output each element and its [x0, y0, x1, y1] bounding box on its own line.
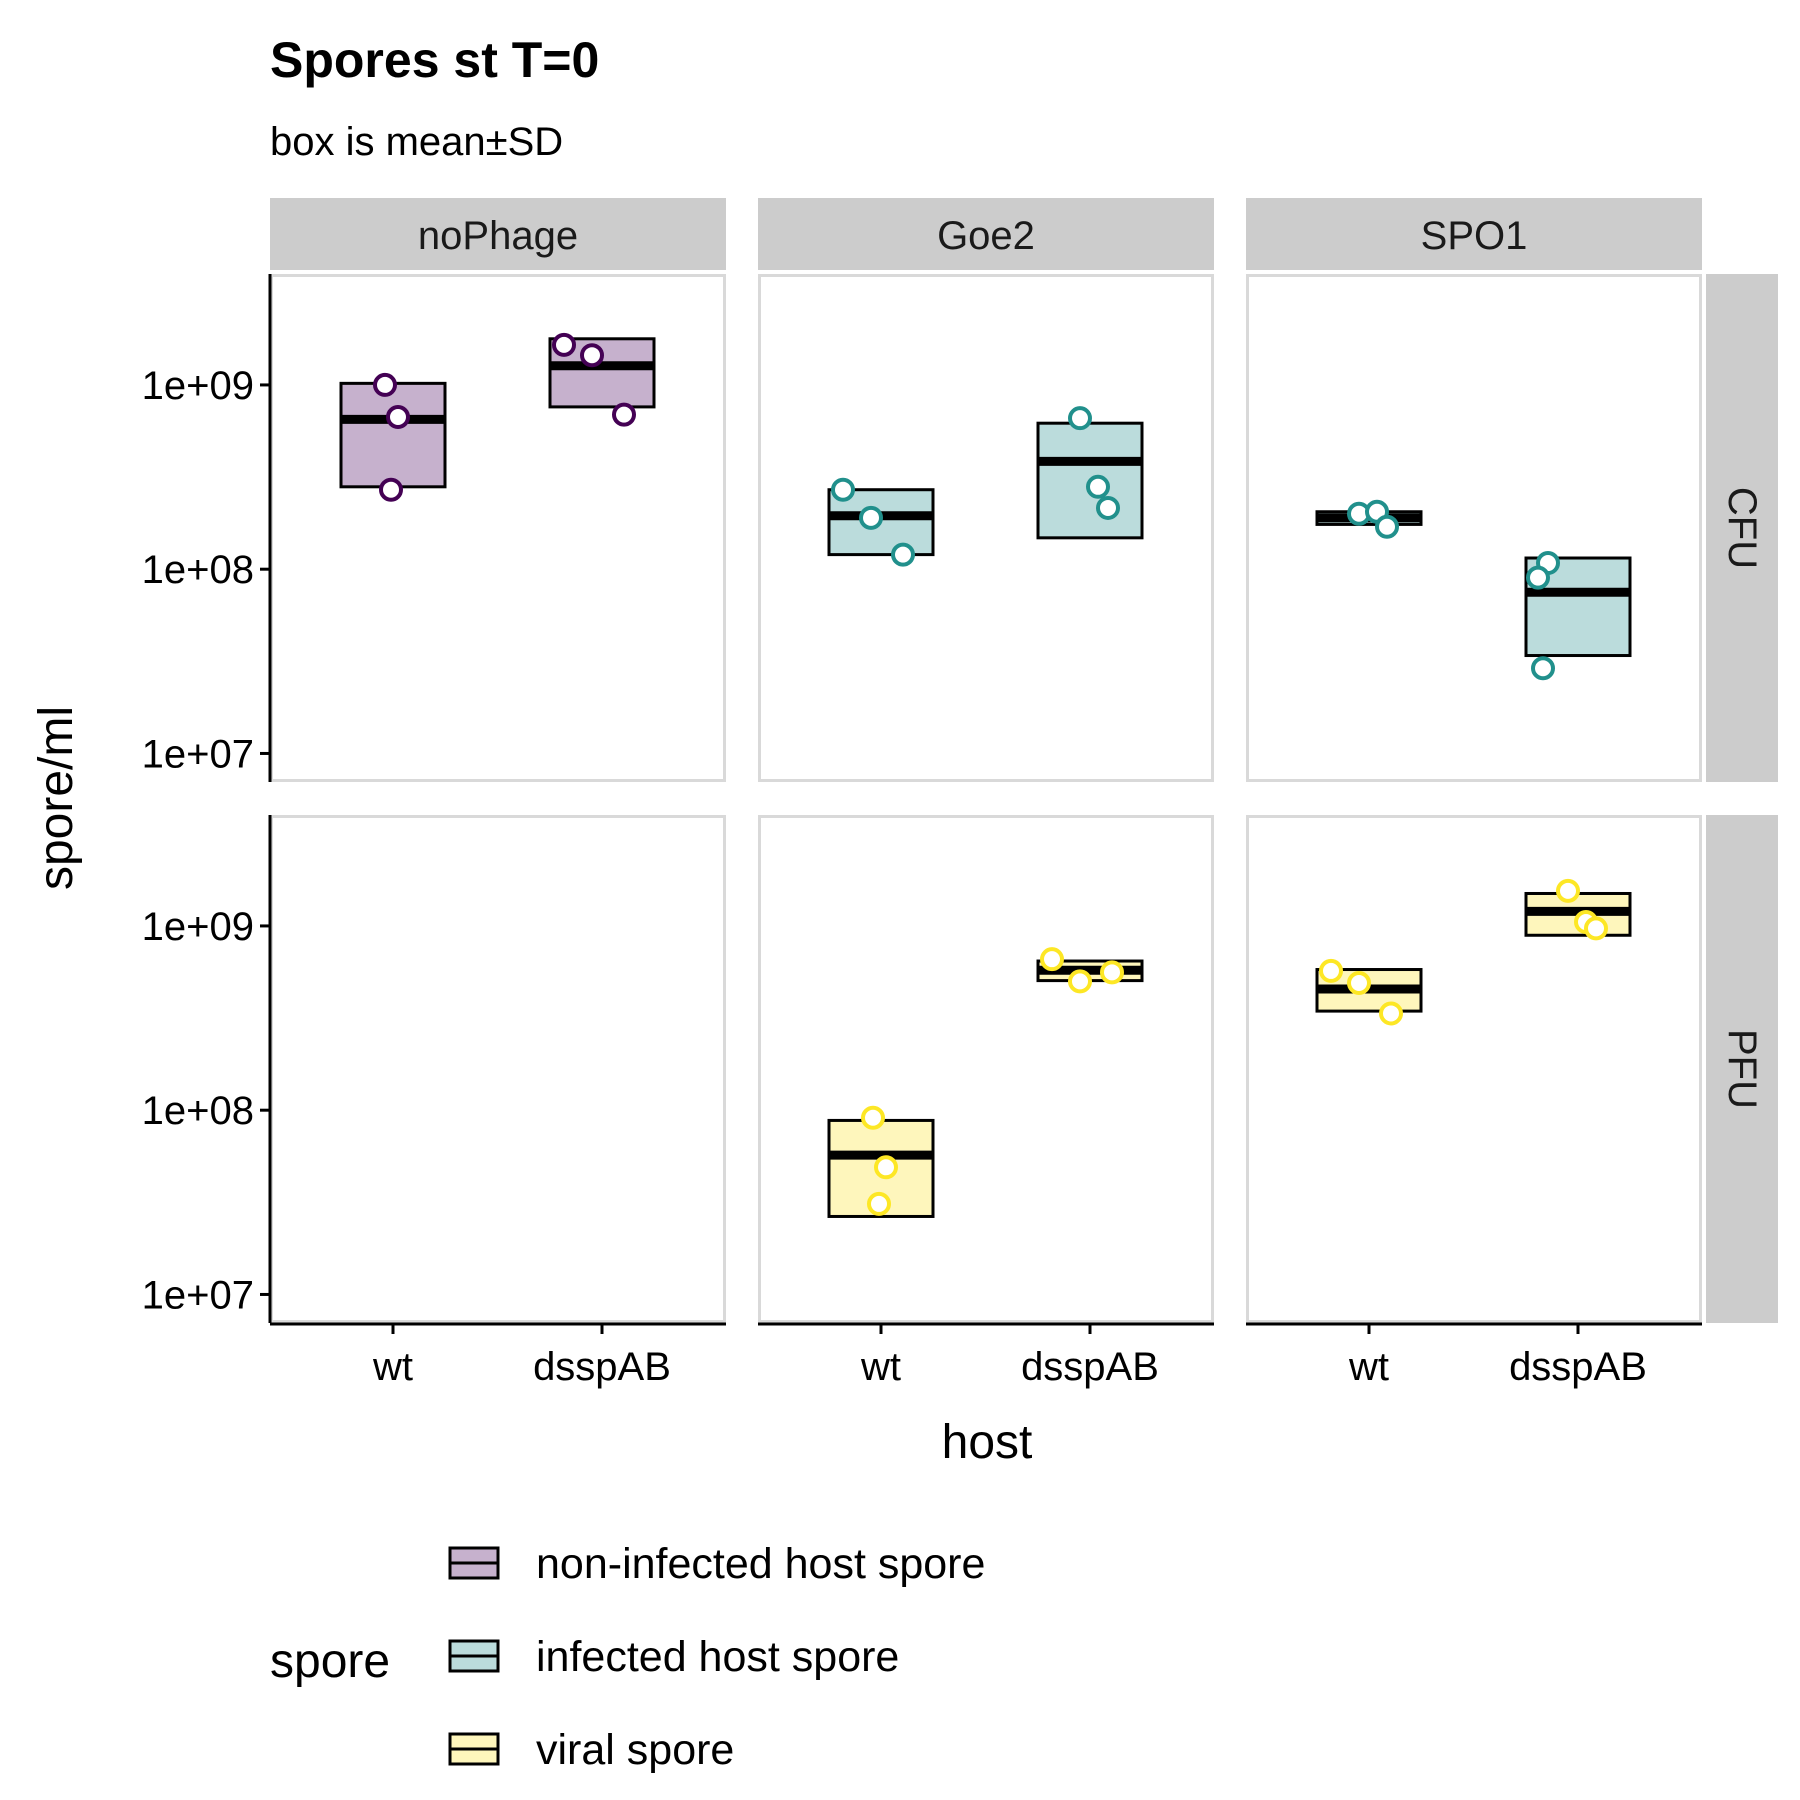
y-tick-label-cfu-2: 1e+08 [142, 548, 254, 592]
panel-cfu-spo1-wt-point-3 [1375, 514, 1399, 539]
legend-label-1: non-infected host spore [536, 1540, 985, 1588]
x-tick-label-goe2-wt: wt [860, 1345, 901, 1389]
panel-pfu-goe2-wt-point-3 [867, 1191, 891, 1216]
x-axis-title: host [942, 1416, 1033, 1469]
panel-cfu-nophage-dsspab-point-2 [580, 343, 604, 368]
panel-pfu-spo1-dsspab-point-1 [1556, 878, 1580, 903]
facet-strip-label-spo1: SPO1 [1421, 214, 1528, 258]
panel-pfu-goe2-wt-point-2 [874, 1155, 898, 1180]
x-tick-label-goe2-dsspab: dsspAB [1021, 1345, 1159, 1389]
panel-cfu-nophage-dsspab-point-1 [552, 332, 576, 357]
facet-strip-cfu [1706, 274, 1778, 782]
panel-cfu-spo1-dsspab-point-2 [1526, 565, 1550, 590]
panel-cfu-spo1-border [1246, 274, 1702, 782]
panel-cfu-goe2-dsspab-point-3 [1096, 495, 1120, 520]
x-tick-label-nophage-dsspab: dsspAB [533, 1345, 671, 1389]
panel-cfu-nophage-dsspab-point-3 [612, 402, 636, 427]
panel-pfu-goe2-dsspab-point-1 [1040, 947, 1064, 972]
y-tick-label-pfu-3: 1e+09 [142, 905, 254, 949]
panel-cfu-goe2-wt-point-1 [831, 477, 855, 502]
legend-label-3: viral spore [536, 1726, 734, 1774]
y-tick-label-cfu-1: 1e+07 [142, 732, 254, 776]
panel-pfu-goe2-wt-point-1 [861, 1105, 885, 1130]
facet-strip-pfu [1706, 815, 1778, 1323]
facet-strip-label-cfu: CFU [1720, 487, 1764, 569]
y-tick-label-pfu-1: 1e+07 [142, 1273, 254, 1317]
panel-cfu-spo1-dsspab-point-3 [1531, 656, 1555, 681]
panel-cfu-goe2-wt-point-3 [891, 542, 915, 567]
y-tick-label-cfu-3: 1e+09 [142, 364, 254, 408]
facet-strip-label-nophage: noPhage [418, 214, 578, 258]
panel-pfu-goe2-border [758, 815, 1214, 1323]
panel-cfu-nophage-wt-point-2 [386, 404, 410, 429]
panel-cfu-nophage-wt-point-3 [379, 477, 403, 502]
facet-strip-nophage [270, 198, 726, 270]
panel-pfu-nophage-border [270, 815, 726, 1323]
panel-cfu-goe2-border [758, 274, 1214, 782]
chart-subtitle: box is mean±SD [270, 120, 563, 164]
facet-strip-label-pfu: PFU [1720, 1029, 1764, 1109]
panel-cfu-goe2-dsspab-point-2 [1086, 474, 1110, 499]
panel-pfu-spo1-dsspab-point-3 [1584, 916, 1608, 941]
panel-pfu-goe2-dsspab-point-3 [1100, 960, 1124, 985]
panel-pfu-spo1-wt-point-3 [1379, 1001, 1403, 1026]
x-tick-label-nophage-wt: wt [372, 1345, 413, 1389]
facet-panels: noPhage Goe2 SPO1 CFU PFU 1e+07 1e+08 1e+09 1e+0… [142, 198, 1778, 1389]
legend-label-2: infected host spore [536, 1633, 899, 1681]
panel-pfu-spo1-wt-point-2 [1347, 971, 1371, 996]
panel-cfu-goe2-dsspab-point-1 [1068, 406, 1092, 431]
panel-pfu-spo1-border [1246, 815, 1702, 1323]
legend: spore non-infected host spore infected ho… [270, 1540, 985, 1774]
panel-cfu-nophage-wt-box [339, 381, 447, 489]
y-axis-title: spore/ml [30, 706, 83, 890]
x-tick-label-spo1-dsspab: dsspAB [1509, 1345, 1647, 1389]
chart-title: Spores st T=0 [270, 32, 599, 88]
legend-title: spore [270, 1635, 390, 1688]
y-tick-label-pfu-2: 1e+08 [142, 1089, 254, 1133]
panel-cfu-nophage-border [270, 274, 726, 782]
x-tick-label-spo1-wt: wt [1348, 1345, 1389, 1389]
facet-strip-spo1 [1246, 198, 1702, 270]
panel-pfu-spo1-wt-point-1 [1319, 958, 1343, 983]
panel-cfu-nophage-wt-point-1 [373, 372, 397, 397]
facet-strip-label-goe2: Goe2 [937, 214, 1035, 258]
panel-cfu-goe2-wt-point-2 [859, 505, 883, 530]
panel-pfu-goe2-dsspab-point-2 [1068, 969, 1092, 994]
facet-strip-goe2 [758, 198, 1214, 270]
